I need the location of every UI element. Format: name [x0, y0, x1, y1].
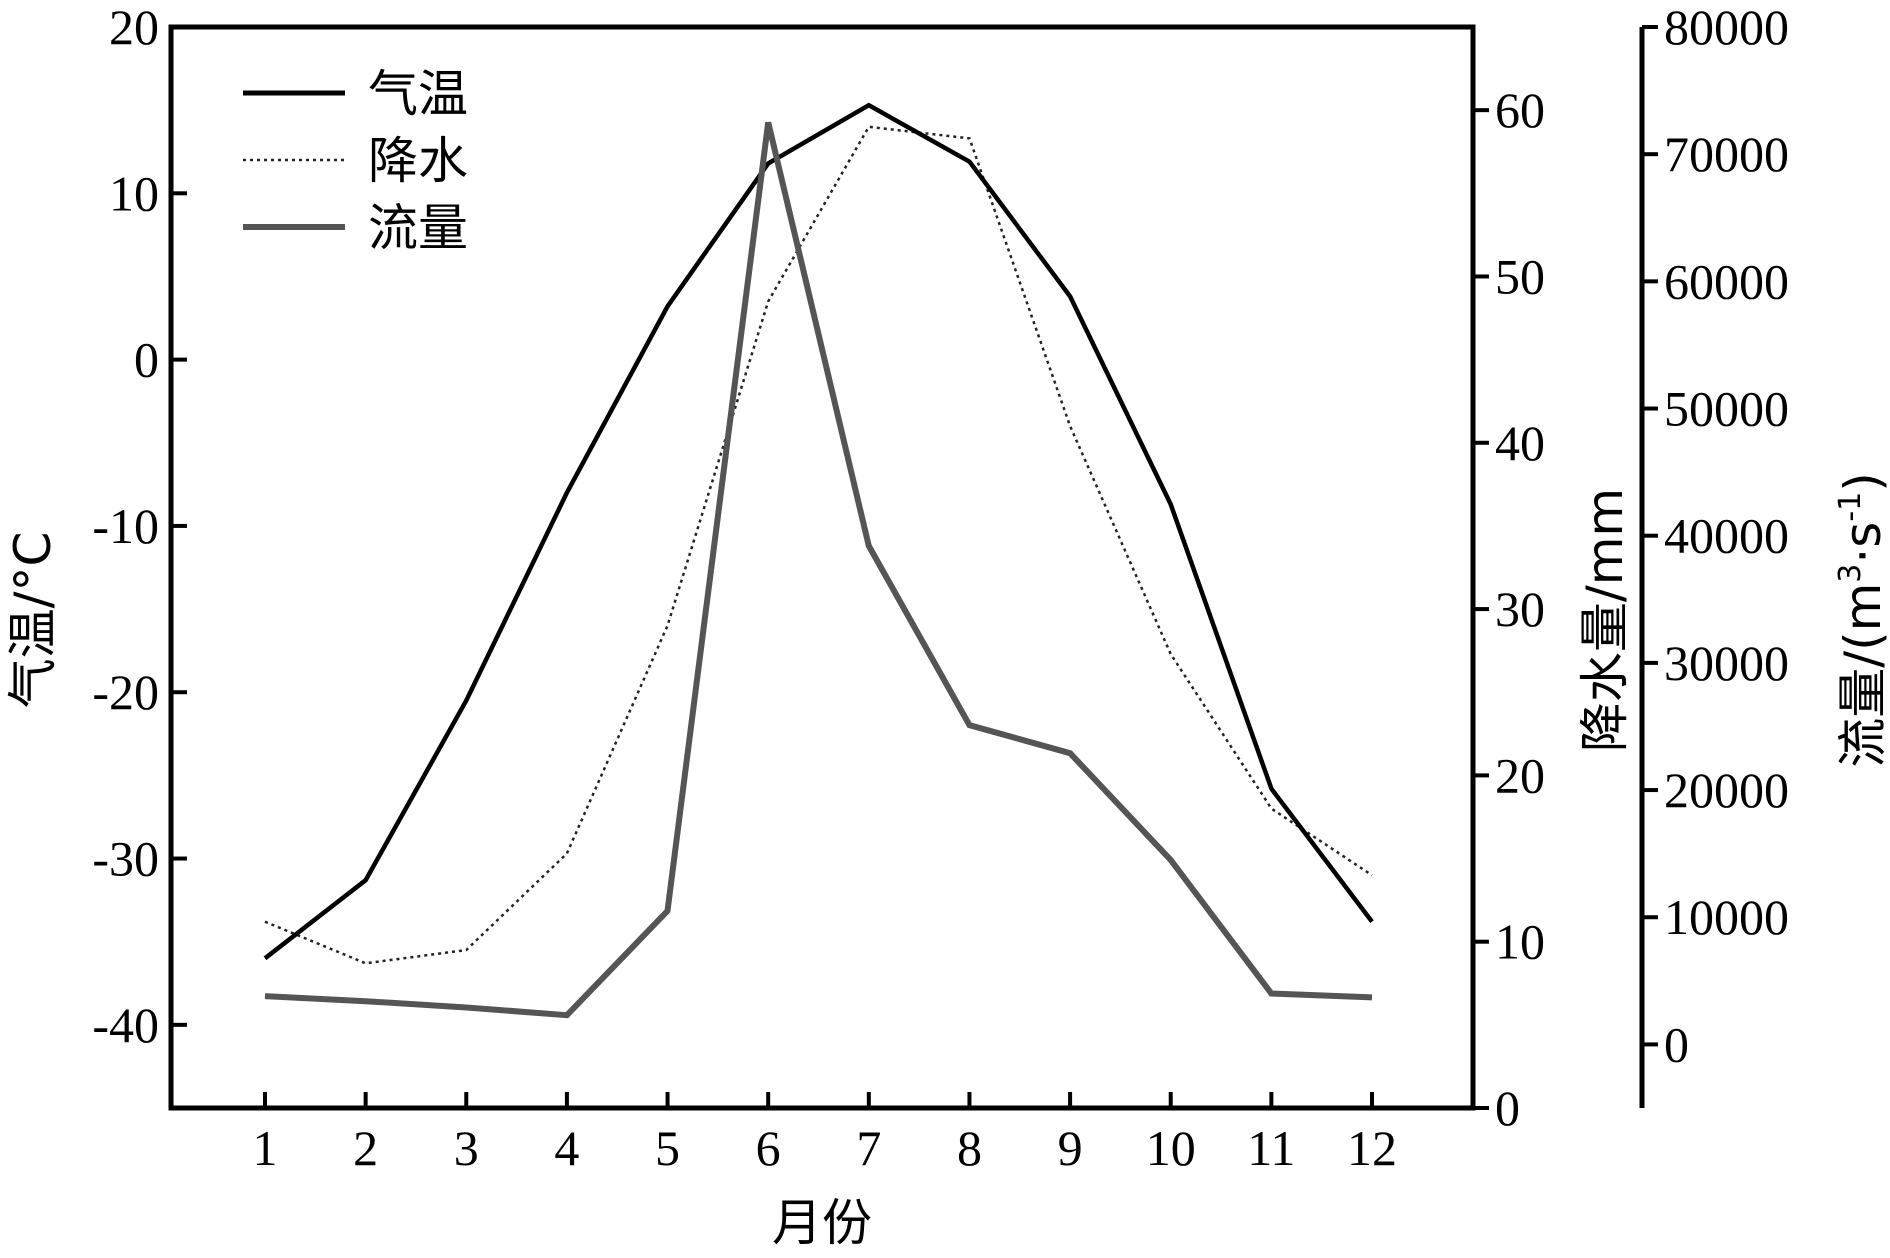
x-tick-label: 9: [1058, 1120, 1083, 1176]
precipitation-tick-label: 40: [1495, 415, 1545, 471]
legend: 气温 降水 流量: [243, 65, 468, 257]
x-axis: 1 2 3 4 5 6 7 8 9 10 11 12: [253, 1092, 1397, 1176]
discharge-axis: 80000 70000 60000 50000 40000 30000 20000 10000…: [1639, 0, 1789, 1108]
y-axis-title-discharge: 流量/(m3·s-1): [1833, 472, 1890, 768]
series-line-temperature: [263, 102, 1374, 961]
x-tick-label: 6: [756, 1120, 781, 1176]
series-layer: [263, 102, 1374, 1019]
discharge-tick-label: 70000: [1664, 126, 1789, 182]
legend-label-precipitation: 降水: [368, 132, 468, 190]
precipitation-tick-label: 30: [1495, 581, 1545, 637]
temperature-tick-label: -20: [92, 664, 159, 720]
precipitation-tick-label: 0: [1495, 1080, 1520, 1136]
discharge-label-main: 流量/(m: [1834, 583, 1890, 768]
x-tick-label: 10: [1146, 1120, 1196, 1176]
temperature-axis: 20 10 0 -10 -20 -30 -40: [92, 0, 187, 1053]
discharge-label-end: ): [1834, 472, 1890, 492]
discharge-label-sup2: -1: [1833, 492, 1868, 522]
temperature-tick-label: -30: [92, 831, 159, 887]
x-tick-label: 12: [1347, 1120, 1397, 1176]
discharge-label-mid: ·s: [1834, 522, 1890, 564]
legend-label-discharge: 流量: [368, 199, 468, 257]
discharge-tick-label: 10000: [1664, 889, 1789, 945]
precipitation-axis: 60 50 40 30 20 10 0: [1473, 82, 1545, 1136]
plot-frame: [168, 24, 1476, 1111]
x-tick-label: 5: [655, 1120, 680, 1176]
precipitation-tick-label: 50: [1495, 248, 1545, 304]
temperature-tick-label: 10: [109, 165, 159, 221]
x-tick-label: 4: [554, 1120, 579, 1176]
x-tick-label: 2: [353, 1120, 378, 1176]
temperature-tick-label: -40: [92, 997, 159, 1053]
temperature-tick-label: -10: [92, 498, 159, 554]
y-axis-title-precipitation: 降水量/mm: [1576, 488, 1634, 752]
x-tick-label: 11: [1247, 1120, 1295, 1176]
precipitation-tick-label: 20: [1495, 747, 1545, 803]
discharge-tick-label: 30000: [1664, 635, 1789, 691]
temperature-tick-label: 20: [109, 0, 159, 55]
discharge-tick-label: 60000: [1664, 253, 1789, 309]
x-tick-label: 3: [454, 1120, 479, 1176]
discharge-tick-label: 0: [1664, 1016, 1689, 1072]
x-tick-label: 1: [253, 1120, 278, 1176]
discharge-tick-label: 80000: [1664, 0, 1789, 55]
x-tick-label: 7: [856, 1120, 881, 1176]
precipitation-tick-label: 10: [1495, 914, 1545, 970]
discharge-tick-label: 50000: [1664, 381, 1789, 437]
x-tick-label: 8: [957, 1120, 982, 1176]
series-line-discharge: [264, 121, 1373, 1019]
discharge-tick-label: 40000: [1664, 508, 1789, 564]
x-axis-title: 月份: [772, 1194, 872, 1252]
temperature-tick-label: 0: [134, 332, 159, 388]
discharge-label-sup1: 3: [1833, 564, 1868, 583]
y-axis-title-temperature: 气温/°C: [4, 532, 62, 709]
legend-label-temperature: 气温: [368, 65, 468, 123]
discharge-tick-label: 20000: [1664, 762, 1789, 818]
precipitation-tick-label: 60: [1495, 82, 1545, 138]
